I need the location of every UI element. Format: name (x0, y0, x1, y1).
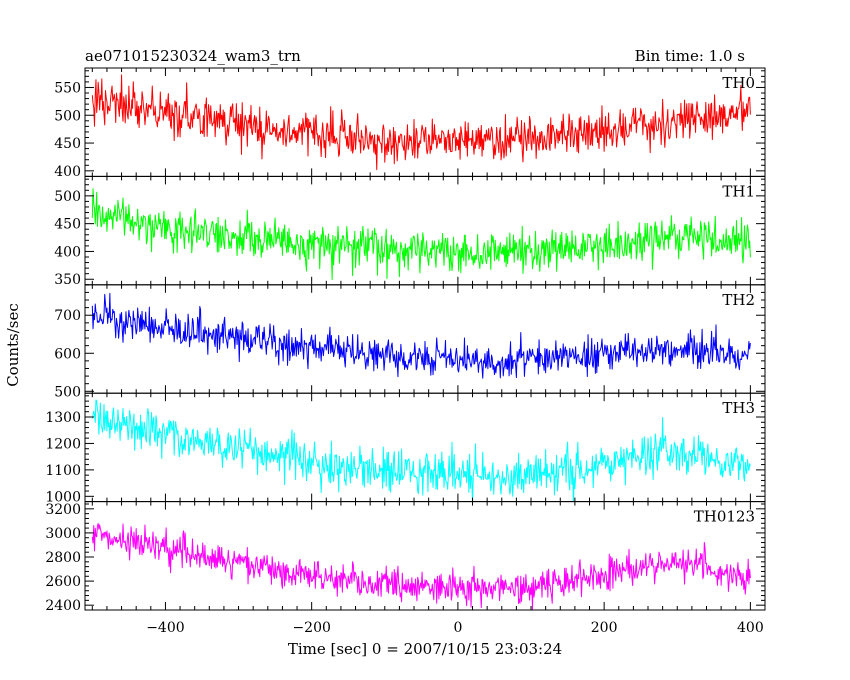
panel-th0123: 2400 2600 2800 3000 3200 TH0123 (45, 501, 766, 614)
x-tick-label: 200 (591, 620, 618, 636)
series-line-th2 (91, 292, 751, 379)
y-tick-label: 3000 (45, 526, 81, 542)
series-line-th1 (91, 188, 751, 280)
panel-label-th2: TH2 (722, 291, 755, 309)
x-tick-label: 400 (737, 620, 764, 636)
panels: 400 450 500 550 TH0 350 400 450 500 TH1 500 600 700 T… (45, 67, 766, 614)
panel-th0: 400 450 500 550 TH0 (54, 67, 766, 180)
y-tick-label: 1300 (45, 410, 81, 426)
panel-th1: 350 400 450 500 TH1 (54, 175, 766, 288)
y-tick-label: 500 (54, 189, 81, 205)
y-tick-label: 3200 (45, 502, 81, 518)
panel-label-th3: TH3 (722, 399, 755, 417)
y-tick-label: 2600 (45, 574, 81, 590)
series-line-th3 (91, 399, 751, 502)
y-tick-label: 1000 (45, 489, 81, 505)
y-tick-label: 450 (54, 136, 81, 152)
y-tick-label: 2800 (45, 550, 81, 566)
y-tick-label: 550 (54, 80, 81, 96)
series-line-th0123 (91, 522, 751, 611)
x-tick-label: −400 (146, 620, 184, 636)
y-axis-label: Counts/sec (4, 303, 22, 387)
y-tick-label: 1100 (45, 463, 81, 479)
panel-frame (84, 501, 766, 611)
x-tick-label: 0 (453, 620, 462, 636)
y-tick-label: 600 (54, 346, 81, 362)
y-tick-label: 2400 (45, 598, 81, 614)
panel-label-th0123: TH0123 (694, 508, 755, 526)
y-tick-label: 500 (54, 384, 81, 400)
y-tick-label: 1200 (45, 436, 81, 452)
panel-th3: 1000 1100 1200 1300 TH3 (45, 392, 766, 505)
x-axis-label: Time [sec] 0 = 2007/10/15 23:03:24 (288, 640, 562, 658)
series-line-th0 (91, 74, 751, 171)
x-tick-label: −200 (292, 620, 330, 636)
y-tick-label: 400 (54, 244, 81, 260)
panel-label-th0: TH0 (722, 74, 755, 92)
panel-frame (84, 284, 766, 394)
y-tick-label: 500 (54, 108, 81, 124)
y-tick-label: 400 (54, 164, 81, 180)
panel-th2: 500 600 700 TH2 (54, 284, 766, 400)
y-tick-label: 350 (54, 272, 81, 288)
y-tick-label: 700 (54, 308, 81, 324)
chart-title-right: Bin time: 1.0 s (635, 47, 745, 65)
panel-label-th1: TH1 (722, 182, 755, 200)
y-tick-label: 450 (54, 217, 81, 233)
chart-title-left: ae071015230324_wam3_trn (85, 47, 301, 65)
x-axis: −400 −200 0 200 400 (146, 620, 764, 636)
